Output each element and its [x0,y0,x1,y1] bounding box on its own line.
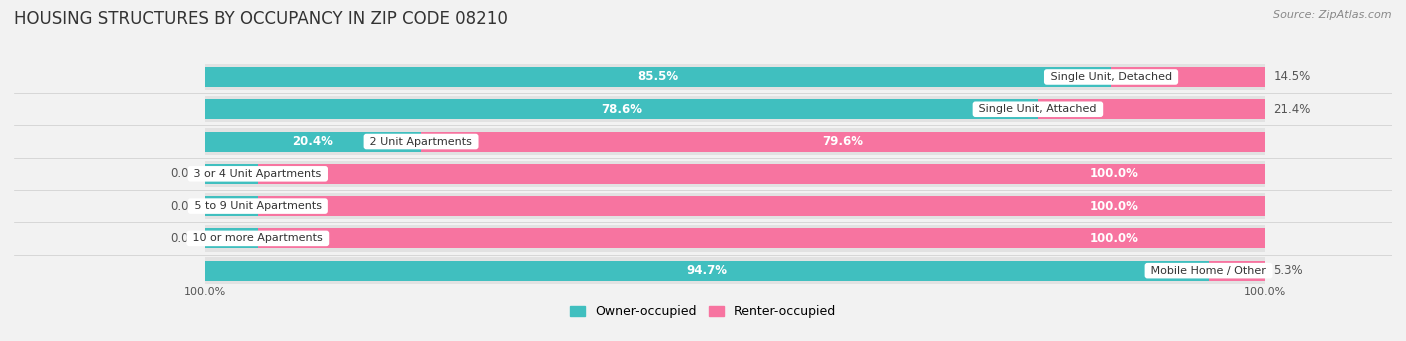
Text: 14.5%: 14.5% [1274,71,1310,84]
Bar [205,64,1265,90]
Bar [205,164,257,184]
Bar [1209,261,1265,281]
Bar [1038,99,1265,119]
Text: 2 Unit Apartments: 2 Unit Apartments [367,136,475,147]
Text: Single Unit, Attached: Single Unit, Attached [976,104,1101,114]
Bar [205,128,1265,155]
Text: 79.6%: 79.6% [823,135,863,148]
Text: 20.4%: 20.4% [292,135,333,148]
Bar [257,228,1265,248]
Bar [205,99,1038,119]
Text: Single Unit, Detached: Single Unit, Detached [1046,72,1175,82]
Text: 5 to 9 Unit Apartments: 5 to 9 Unit Apartments [191,201,325,211]
Text: 21.4%: 21.4% [1274,103,1310,116]
Text: 78.6%: 78.6% [600,103,643,116]
Bar [205,225,1265,252]
Text: 0.0%: 0.0% [170,232,200,245]
Bar [205,228,257,248]
Text: 94.7%: 94.7% [686,264,727,277]
Bar [205,261,1209,281]
Text: 100.0%: 100.0% [1244,287,1286,297]
Text: 0.0%: 0.0% [170,199,200,212]
Bar [257,164,1265,184]
Bar [1111,67,1265,87]
Bar [257,196,1265,216]
Text: 100.0%: 100.0% [184,287,226,297]
Text: 100.0%: 100.0% [1090,167,1137,180]
Bar [205,257,1265,284]
Legend: Owner-occupied, Renter-occupied: Owner-occupied, Renter-occupied [565,300,841,323]
Text: 100.0%: 100.0% [1090,199,1137,212]
Text: 0.0%: 0.0% [170,167,200,180]
Text: 3 or 4 Unit Apartments: 3 or 4 Unit Apartments [190,169,325,179]
Bar [205,67,1111,87]
Bar [205,161,1265,187]
Text: 10 or more Apartments: 10 or more Apartments [190,233,326,243]
Bar [420,132,1265,151]
Text: 100.0%: 100.0% [1090,232,1137,245]
Text: Mobile Home / Other: Mobile Home / Other [1147,266,1270,276]
Text: HOUSING STRUCTURES BY OCCUPANCY IN ZIP CODE 08210: HOUSING STRUCTURES BY OCCUPANCY IN ZIP C… [14,10,508,28]
Bar [205,193,1265,219]
Text: Source: ZipAtlas.com: Source: ZipAtlas.com [1274,10,1392,20]
Text: 85.5%: 85.5% [637,71,679,84]
Bar [205,196,257,216]
Text: 5.3%: 5.3% [1274,264,1303,277]
Bar [205,96,1265,122]
Bar [205,132,420,151]
